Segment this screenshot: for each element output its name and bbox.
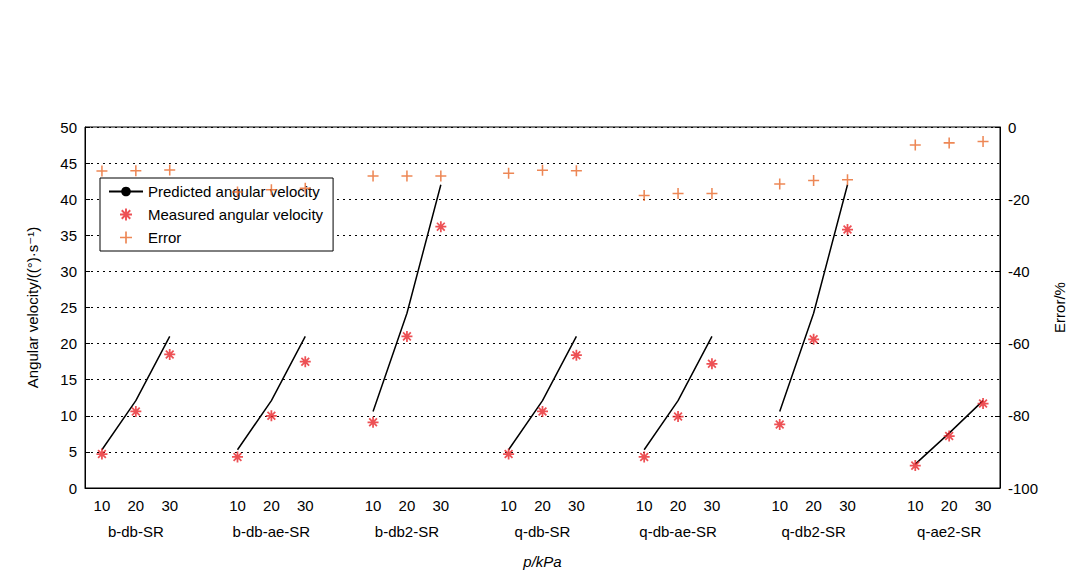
svg-text:10: 10 [229,497,246,514]
svg-text:b-db-ae-SR: b-db-ae-SR [233,523,311,540]
svg-text:20: 20 [534,497,551,514]
svg-text:Error/%: Error/% [1051,282,1068,333]
svg-text:10: 10 [636,497,653,514]
svg-text:30: 30 [839,497,856,514]
svg-text:15: 15 [60,371,77,388]
svg-text:20: 20 [670,497,687,514]
svg-text:Angular velocity/((°)·s⁻¹): Angular velocity/((°)·s⁻¹) [24,227,41,388]
svg-text:Predicted angular velocity: Predicted angular velocity [148,183,320,200]
svg-text:b-db-SR: b-db-SR [108,523,164,540]
svg-text:30: 30 [975,497,992,514]
svg-text:30: 30 [568,497,585,514]
svg-text:Measured angular velocity: Measured angular velocity [148,206,324,223]
svg-text:10: 10 [907,497,924,514]
svg-text:30: 30 [297,497,314,514]
svg-text:30: 30 [704,497,721,514]
svg-text:q-db-SR: q-db-SR [515,523,571,540]
svg-text:20: 20 [941,497,958,514]
svg-text:40: 40 [60,191,77,208]
svg-text:-100: -100 [1008,480,1038,497]
svg-text:-80: -80 [1008,407,1030,424]
svg-text:q-db-ae-SR: q-db-ae-SR [639,523,717,540]
svg-text:20: 20 [127,497,144,514]
svg-text:q-db2-SR: q-db2-SR [782,523,846,540]
svg-text:p/kPa: p/kPa [522,553,561,570]
svg-text:10: 10 [500,497,517,514]
svg-text:20: 20 [399,497,416,514]
svg-text:0: 0 [69,480,77,497]
svg-text:b-db2-SR: b-db2-SR [375,523,439,540]
svg-text:5: 5 [69,443,77,460]
svg-text:10: 10 [94,497,111,514]
svg-text:30: 30 [432,497,449,514]
svg-text:50: 50 [60,119,77,136]
svg-text:20: 20 [805,497,822,514]
svg-text:20: 20 [60,335,77,352]
svg-text:20: 20 [263,497,280,514]
svg-text:10: 10 [771,497,788,514]
svg-text:Error: Error [148,229,181,246]
svg-text:10: 10 [365,497,382,514]
svg-text:30: 30 [60,263,77,280]
svg-text:-20: -20 [1008,191,1030,208]
svg-text:45: 45 [60,155,77,172]
svg-text:0: 0 [1008,119,1016,136]
svg-text:35: 35 [60,227,77,244]
svg-text:30: 30 [161,497,178,514]
svg-text:10: 10 [60,407,77,424]
svg-text:q-ae2-SR: q-ae2-SR [917,523,981,540]
svg-text:25: 25 [60,299,77,316]
svg-text:-60: -60 [1008,335,1030,352]
svg-text:-40: -40 [1008,263,1030,280]
